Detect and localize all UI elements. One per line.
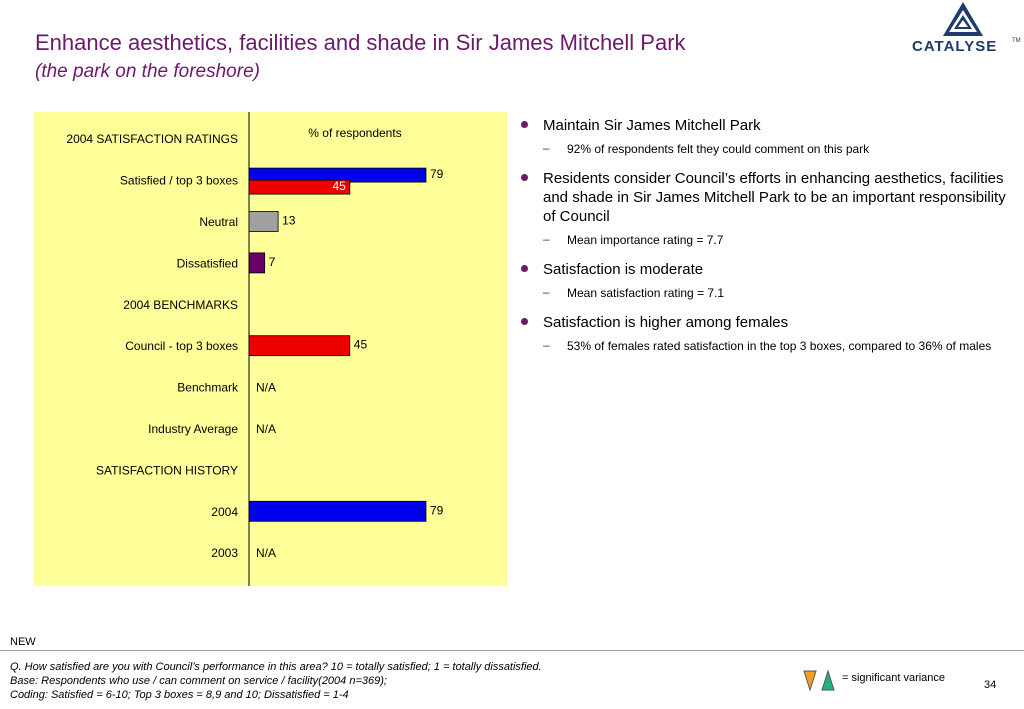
data-label: 45 (354, 338, 368, 352)
bar-purple (248, 252, 266, 274)
data-label: 79 (430, 167, 444, 181)
finding-item: Residents consider Council’s efforts in … (518, 169, 1008, 226)
finding-item: Satisfaction is higher among females (518, 313, 1008, 332)
catalyse-logo (943, 2, 983, 36)
na-label: N/A (256, 422, 276, 436)
category-label: 2004 (211, 505, 238, 519)
finding-text: Satisfaction is moderate (543, 261, 704, 278)
page-subtitle: (the park on the foreshore) (35, 61, 260, 82)
finding-text: Residents consider Council’s efforts in … (543, 170, 1006, 225)
category-label: Neutral (199, 215, 238, 229)
category-label: Industry Average (148, 422, 238, 436)
dash-icon: – (543, 285, 550, 299)
dash-icon: – (543, 141, 550, 155)
unit-label: % of respondents (308, 126, 401, 140)
bullet-dot-icon (521, 174, 528, 181)
new-label: NEW (10, 636, 36, 648)
page-number: 34 (984, 679, 997, 691)
finding-detail-text: Mean satisfaction rating = 7.1 (567, 286, 725, 300)
logo-trademark: TM (1012, 38, 1021, 44)
finding-detail-text: 92% of respondents felt they could comme… (567, 142, 870, 156)
up-triangle-icon (821, 669, 835, 691)
section-heading-label: SATISFACTION HISTORY (96, 463, 238, 477)
category-label: Dissatisfied (177, 256, 238, 270)
na-label: N/A (256, 381, 276, 395)
finding-item: Maintain Sir James Mitchell Park (518, 116, 1008, 135)
finding-item: Satisfaction is moderate (518, 260, 1008, 279)
footnote-base: Base: Respondents who use / can comment … (10, 675, 387, 687)
logo-wordmark: CATALYSE (912, 38, 998, 55)
finding-detail: – Mean importance rating = 7.7 (518, 232, 1008, 248)
finding-text: Maintain Sir James Mitchell Park (543, 117, 761, 134)
data-label: 7 (269, 255, 276, 269)
page-title: Enhance aesthetics, facilities and shade… (35, 30, 686, 55)
footnote-coding: Coding: Satisfied = 6-10; Top 3 boxes = … (10, 689, 349, 701)
na-label: N/A (256, 546, 276, 560)
data-label: 13 (282, 214, 296, 228)
down-triangle-icon (803, 670, 817, 692)
significance-legend (803, 669, 835, 692)
dash-icon: – (543, 232, 550, 246)
bullet-dot-icon (521, 318, 528, 325)
data-label: 79 (430, 503, 444, 517)
legend-label: = significant variance (842, 672, 946, 684)
bar-red (248, 335, 351, 357)
bar-gray (248, 211, 279, 232)
chart-panel: % of respondents 2004 SATISFACTION RATING… (34, 112, 507, 586)
footer-divider (0, 650, 1024, 651)
finding-text: Satisfaction is higher among females (543, 314, 789, 331)
section-heading-label: 2004 BENCHMARKS (123, 298, 238, 312)
category-label: Council - top 3 boxes (125, 339, 238, 353)
finding-detail-text: Mean importance rating = 7.7 (567, 233, 724, 247)
category-label: Satisfied / top 3 boxes (120, 174, 238, 188)
dash-icon: – (543, 338, 550, 352)
bar-blue (248, 500, 427, 522)
bar-red (248, 179, 351, 195)
category-label: 2003 (211, 546, 238, 560)
bullet-dot-icon (521, 265, 528, 272)
finding-detail: – Mean satisfaction rating = 7.1 (518, 285, 1008, 301)
section-heading-label: 2004 SATISFACTION RATINGS (66, 132, 238, 146)
category-label: Benchmark (177, 381, 239, 395)
satisfaction-bar-chart: % of respondents 2004 SATISFACTION RATING… (66, 112, 444, 586)
findings-list: Maintain Sir James Mitchell Park – 92% of … (518, 116, 1008, 366)
footnote-question: Q. How satisfied are you with Council’s … (10, 661, 542, 673)
finding-detail: – 92% of respondents felt they could comm… (518, 141, 1008, 157)
finding-detail-text: 53% of females rated satisfaction in the… (567, 339, 992, 353)
data-label: 45 (332, 179, 346, 193)
finding-detail: – 53% of females rated satisfaction in th… (518, 338, 1008, 354)
bullet-dot-icon (521, 121, 528, 128)
